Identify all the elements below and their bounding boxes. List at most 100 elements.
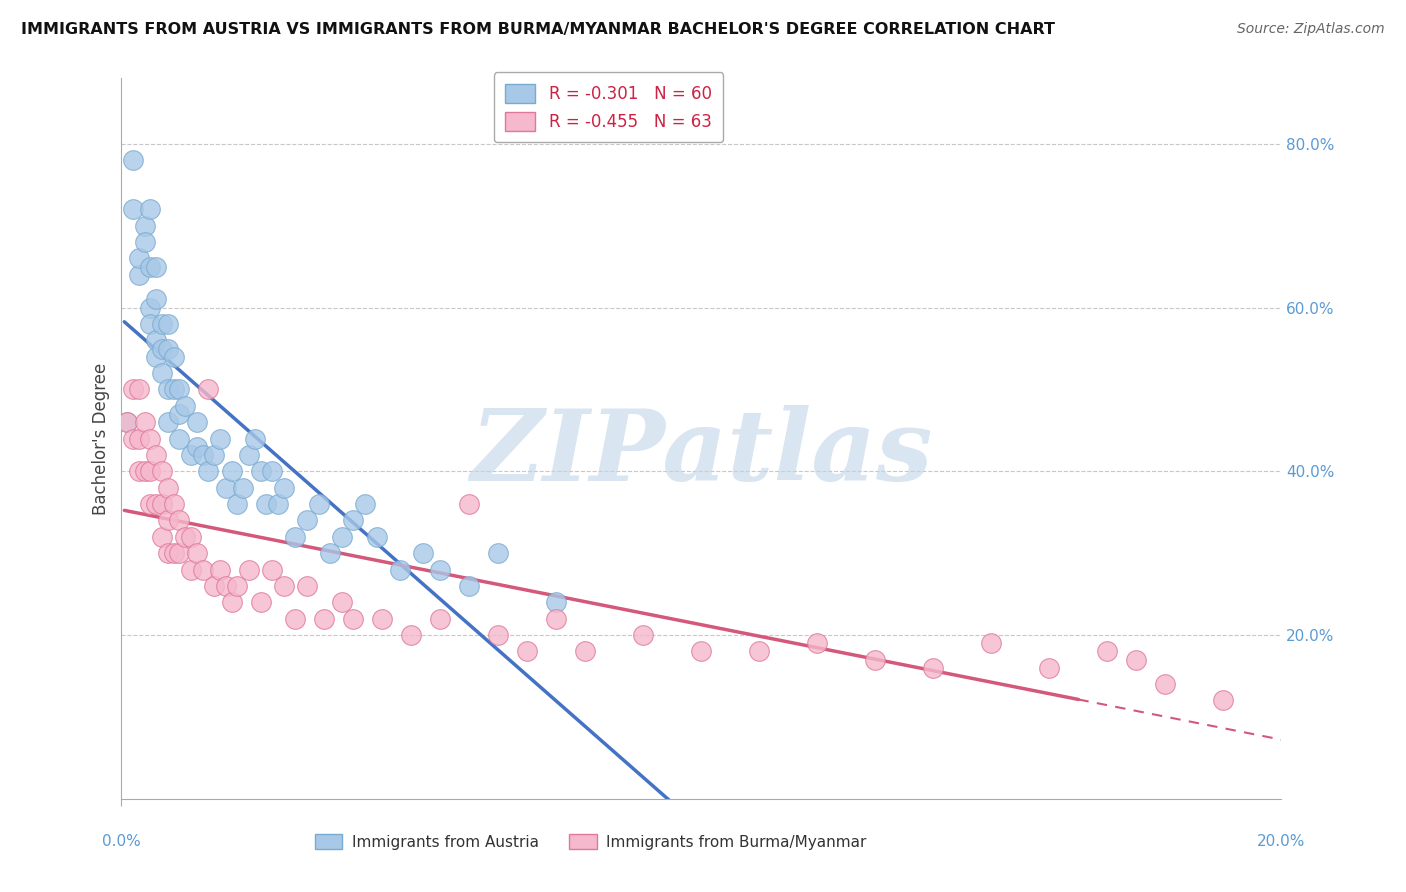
Point (273, 579, 295, 593)
Point (354, 497, 377, 511)
Point (191, 562, 214, 576)
Point (150, 317, 173, 331)
Point (122, 153, 145, 168)
Point (202, 579, 225, 593)
Text: 20.0%: 20.0% (1257, 834, 1306, 849)
Point (254, 497, 277, 511)
Point (806, 636, 828, 650)
Point (139, 301, 162, 315)
Point (342, 513, 364, 527)
Point (371, 612, 394, 626)
Point (122, 383, 145, 397)
Point (139, 432, 162, 446)
Point (330, 595, 353, 609)
Point (145, 334, 167, 348)
Point (262, 464, 284, 478)
Point (516, 644, 538, 658)
Point (262, 562, 284, 576)
Point (162, 350, 184, 364)
Point (162, 497, 184, 511)
Point (169, 432, 191, 446)
Point (295, 513, 318, 527)
Point (342, 612, 364, 626)
Point (330, 530, 353, 544)
Point (232, 481, 254, 495)
Point (169, 546, 191, 560)
Point (145, 350, 167, 364)
Point (429, 612, 451, 626)
Point (134, 235, 156, 249)
Point (458, 497, 481, 511)
Point (1125, 652, 1147, 666)
Point (922, 661, 945, 675)
Point (221, 595, 243, 609)
Point (238, 448, 260, 462)
Point (128, 432, 150, 446)
Point (215, 481, 238, 495)
Y-axis label: Bachelor's Degree: Bachelor's Degree (93, 362, 110, 515)
Point (191, 448, 214, 462)
Point (238, 562, 260, 576)
Point (145, 448, 167, 462)
Point (429, 562, 451, 576)
Point (122, 432, 145, 446)
Point (134, 464, 156, 478)
Point (186, 415, 208, 429)
Point (208, 562, 231, 576)
Point (366, 530, 388, 544)
Point (180, 562, 202, 576)
Point (128, 464, 150, 478)
Point (458, 579, 481, 593)
Point (295, 579, 318, 593)
Point (197, 464, 219, 478)
Point (162, 383, 184, 397)
Point (180, 448, 202, 462)
Text: ZIPatlas: ZIPatlas (470, 405, 932, 501)
Point (401, 628, 423, 642)
Point (308, 497, 330, 511)
Point (574, 644, 596, 658)
Point (156, 342, 179, 356)
Point (865, 652, 887, 666)
Legend: R = -0.301   N = 60, R = -0.455   N = 63: R = -0.301 N = 60, R = -0.455 N = 63 (494, 72, 724, 143)
Point (1097, 644, 1119, 658)
Point (156, 481, 179, 495)
Point (488, 628, 510, 642)
Point (284, 612, 307, 626)
Point (139, 202, 162, 217)
Point (156, 317, 179, 331)
Point (748, 644, 770, 658)
Point (284, 530, 307, 544)
Point (488, 546, 510, 560)
Point (226, 497, 249, 511)
Point (145, 260, 167, 274)
Point (139, 260, 162, 274)
Point (267, 497, 290, 511)
Point (633, 628, 655, 642)
Point (115, 415, 138, 429)
Point (208, 432, 231, 446)
Point (115, 415, 138, 429)
Point (150, 342, 173, 356)
Point (150, 530, 173, 544)
Text: IMMIGRANTS FROM AUSTRIA VS IMMIGRANTS FROM BURMA/MYANMAR BACHELOR'S DEGREE CORRE: IMMIGRANTS FROM AUSTRIA VS IMMIGRANTS FR… (21, 22, 1054, 37)
Point (128, 268, 150, 282)
Point (197, 383, 219, 397)
Point (145, 293, 167, 307)
Point (202, 448, 225, 462)
Point (319, 546, 342, 560)
Point (174, 530, 197, 544)
Legend: Immigrants from Austria, Immigrants from Burma/Myanmar: Immigrants from Austria, Immigrants from… (309, 828, 872, 855)
Point (128, 383, 150, 397)
Point (546, 595, 568, 609)
Point (388, 562, 411, 576)
Point (412, 546, 434, 560)
Point (1154, 677, 1177, 691)
Point (156, 383, 179, 397)
Point (128, 252, 150, 266)
Point (690, 644, 713, 658)
Text: Source: ZipAtlas.com: Source: ZipAtlas.com (1237, 22, 1385, 37)
Point (134, 219, 156, 233)
Point (156, 513, 179, 527)
Point (186, 440, 208, 454)
